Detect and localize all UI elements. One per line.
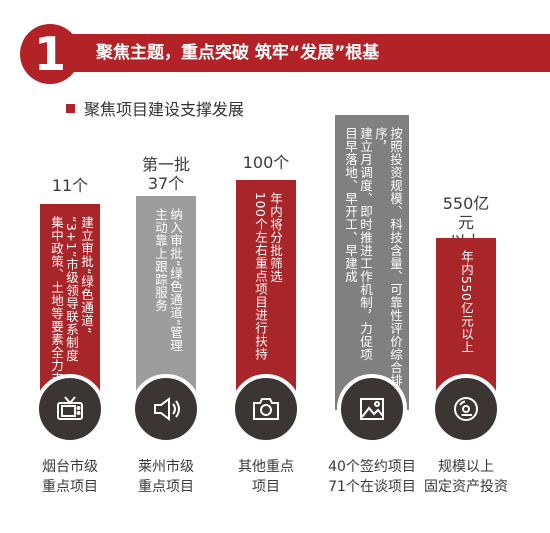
column-label: 烟台市级 重点项目 (42, 459, 98, 495)
tv-icon (57, 396, 83, 420)
column-description: 建立审批“绿色通道” “3+1”市级领导联系制度 集中政策、土地等要素全力支持 (49, 216, 94, 398)
column-bar: 建立审批“绿色通道” “3+1”市级领导联系制度 集中政策、土地等要素全力支持 (40, 204, 100, 410)
column-icon-circle (231, 374, 301, 444)
column-label: 其他重点 项目 (238, 459, 294, 495)
column-count: 第一批 37个 (141, 155, 190, 193)
column-bar: 按照投资规模、科技含量、可靠性评价综合排序， 建立月调度、即时推进工作机制，力促项… (335, 115, 409, 410)
subtitle-text: 聚焦项目建设支撑发展 (84, 100, 245, 119)
column-description: 年内将分批筛选 100个左右重点项目进行扶持 (253, 192, 283, 361)
column-description: 纳入审批“绿色通道”管理 主动靠上跟踪服务 (153, 208, 183, 352)
column-label: 规模以上 固定资产投资 (424, 459, 508, 495)
bullet-square-icon (66, 104, 75, 113)
speaker-icon (154, 397, 180, 421)
column-label: 莱州市级 重点项目 (138, 459, 194, 495)
camera-icon (253, 398, 279, 420)
image-icon (360, 398, 384, 420)
disc-icon (454, 397, 478, 421)
column-icon-circle (35, 374, 105, 444)
column-icon-circle (431, 374, 501, 444)
column-description: 按照投资规模、科技含量、可靠性评价综合排序， 建立月调度、即时推进工作机制，力促项… (343, 127, 403, 387)
header-banner: 聚焦主题，重点突破 筑牢“发展”根基 (58, 34, 550, 72)
column-count: 100个 (242, 153, 290, 172)
column-label: 40个签约项目 71个在谈项目 (328, 459, 416, 495)
column-icon-circle (337, 374, 407, 444)
column-icon-circle (131, 374, 201, 444)
column-count: 11个 (51, 176, 89, 195)
column-description: 年内550亿元以上 (459, 250, 474, 354)
section-number-badge: 1 (20, 24, 80, 84)
section-subtitle: 聚焦项目建设支撑发展 (66, 96, 244, 120)
column-bar: 年内将分批筛选 100个左右重点项目进行扶持 (236, 180, 296, 410)
